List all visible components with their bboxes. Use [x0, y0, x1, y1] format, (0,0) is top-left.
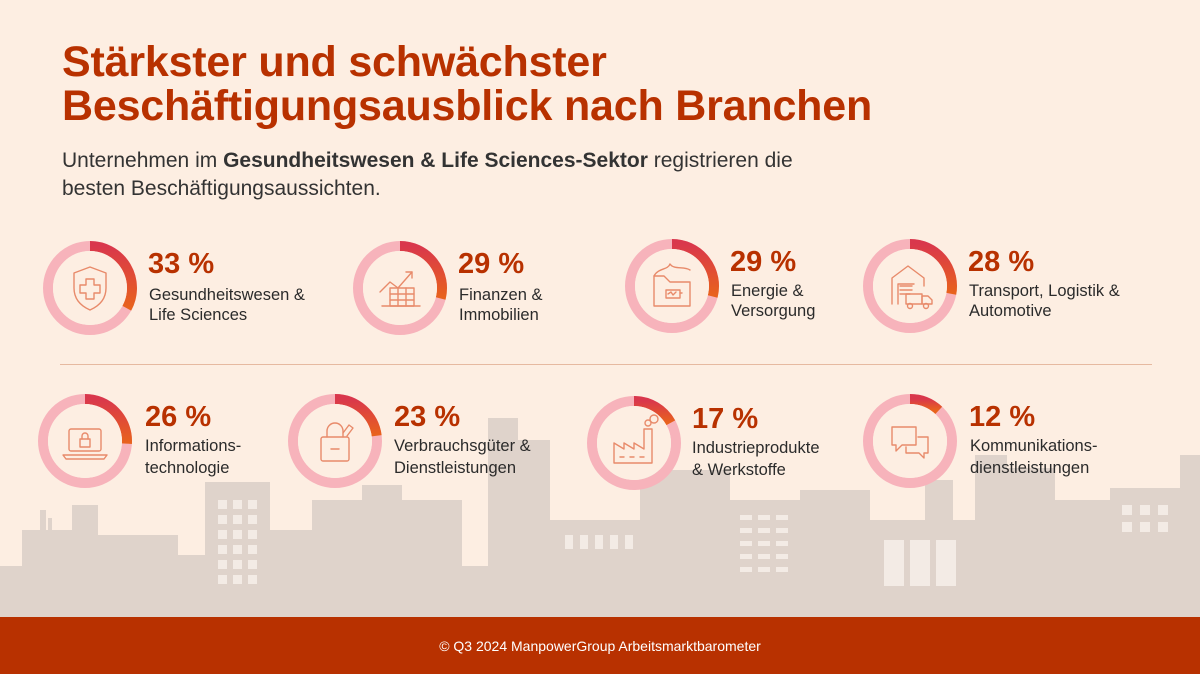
- divider: [60, 364, 1152, 365]
- sector-item-consumer: 23 % Verbrauchsgüter & Dienstleistungen: [287, 393, 587, 493]
- laptop-lock-icon: [62, 428, 108, 460]
- category-label-line-2: Versorgung: [731, 302, 816, 320]
- category-label-line-2: Dienstleistungen: [394, 459, 516, 477]
- subtitle-post: registrieren die: [647, 149, 793, 172]
- value-label: 26 %: [145, 401, 212, 433]
- sector-item-transport: 28 % Transport, Logistik & Automotive: [862, 238, 1182, 338]
- footer-bar: © Q3 2024 ManpowerGroup Arbeitsmarktbaro…: [0, 617, 1200, 674]
- donut-value-arc: [89, 241, 137, 311]
- subtitle-bold: Gesundheitswesen & Life Sciences-Sektor: [223, 149, 648, 172]
- title-line-1: Stärkster und schwächster: [62, 38, 607, 86]
- energy-battery-icon: [653, 263, 691, 307]
- category-label-line-1: Gesundheitswesen &: [149, 286, 305, 304]
- page-title: Stärkster und schwächster Beschäftigungs…: [62, 40, 1062, 128]
- sector-item-industry: 17 % Industrieprodukte & Werkstoffe: [586, 395, 876, 495]
- category-label-line-1: Verbrauchsgüter &: [394, 437, 531, 455]
- value-label: 12 %: [969, 401, 1036, 433]
- donut-center: [873, 404, 947, 478]
- finance-chart-icon: [379, 271, 421, 307]
- subtitle-line-2: besten Beschäftigungsaussichten.: [62, 177, 381, 200]
- donut-center: [53, 251, 127, 325]
- category-label-line-2: Automotive: [969, 302, 1052, 320]
- donut-chart: [43, 241, 137, 335]
- category-label-line-1: Transport, Logistik &: [969, 282, 1120, 300]
- category-label-line-1: Finanzen &: [459, 286, 543, 304]
- value-label: 29 %: [730, 246, 797, 278]
- subtitle: Unternehmen im Gesundheitswesen & Life S…: [62, 147, 942, 203]
- value-label: 29 %: [458, 248, 525, 280]
- category-label-line-2: & Werkstoffe: [692, 461, 786, 479]
- warehouse-truck-icon: [891, 265, 933, 310]
- donut-chart: [38, 394, 132, 488]
- sector-item-communication: 12 % Kommunikations- dienstleistungen: [862, 393, 1162, 493]
- donut-value-arc: [671, 239, 719, 298]
- value-label: 17 %: [692, 403, 759, 435]
- value-label: 33 %: [148, 248, 215, 280]
- footer-text: © Q3 2024 ManpowerGroup Arbeitsmarktbaro…: [439, 637, 761, 654]
- donut-value-arc: [909, 394, 943, 415]
- sector-item-it: 26 % Informations- technologie: [37, 393, 287, 493]
- category-label-line-1: Kommunikations-: [970, 437, 1098, 455]
- donut-chart: [587, 396, 681, 490]
- category-label-line-1: Industrieprodukte: [692, 439, 820, 457]
- shield-cross-icon: [73, 266, 107, 311]
- category-label-line-2: Life Sciences: [149, 306, 248, 324]
- donut-value-arc: [84, 394, 132, 444]
- sector-item-health: 33 % Gesundheitswesen & Life Sciences: [42, 240, 342, 340]
- category-label-line-1: Energie &: [731, 282, 804, 300]
- category-label-line-2: technologie: [145, 459, 230, 477]
- category-label-line-1: Informations-: [145, 437, 242, 455]
- donut-chart: [863, 239, 957, 333]
- title-line-2: Beschäftigungsausblick nach Branchen: [62, 82, 873, 130]
- donut-chart: [353, 241, 447, 335]
- sector-item-finance: 29 % Finanzen & Immobilien: [352, 240, 612, 340]
- factory-icon: [613, 414, 659, 464]
- donut-center: [635, 249, 709, 323]
- donut-value-arc: [909, 239, 957, 295]
- sector-item-energy: 29 % Energie & Versorgung: [624, 238, 854, 338]
- donut-value-arc: [633, 396, 676, 426]
- value-label: 23 %: [394, 401, 461, 433]
- donut-chart: [288, 394, 382, 488]
- donut-chart: [625, 239, 719, 333]
- subtitle-pre: Unternehmen im: [62, 149, 224, 172]
- donut-center: [298, 404, 372, 478]
- category-label-line-2: Immobilien: [459, 306, 539, 324]
- chat-bubbles-icon: [891, 426, 929, 459]
- category-label-line-2: dienstleistungen: [970, 459, 1090, 477]
- value-label: 28 %: [968, 246, 1035, 278]
- donut-center: [48, 404, 122, 478]
- donut-value-arc: [399, 241, 447, 300]
- shopping-bag-icon: [320, 422, 354, 462]
- donut-value-arc: [334, 394, 382, 437]
- donut-chart: [863, 394, 957, 488]
